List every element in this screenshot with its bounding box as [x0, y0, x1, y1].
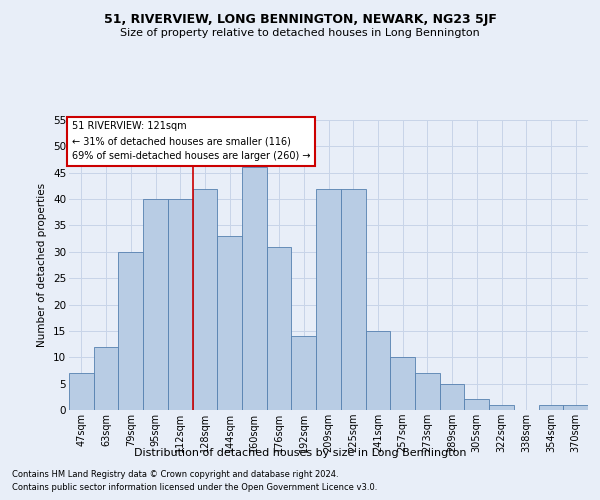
Bar [563, 404, 588, 410]
Bar [69, 373, 94, 410]
Y-axis label: Number of detached properties: Number of detached properties [37, 183, 47, 347]
Bar [415, 373, 440, 410]
Text: 51, RIVERVIEW, LONG BENNINGTON, NEWARK, NG23 5JF: 51, RIVERVIEW, LONG BENNINGTON, NEWARK, … [104, 12, 496, 26]
Bar [193, 188, 217, 410]
Bar [464, 400, 489, 410]
Text: 51 RIVERVIEW: 121sqm
← 31% of detached houses are smaller (116)
69% of semi-deta: 51 RIVERVIEW: 121sqm ← 31% of detached h… [71, 122, 310, 161]
Text: Contains public sector information licensed under the Open Government Licence v3: Contains public sector information licen… [12, 484, 377, 492]
Bar [118, 252, 143, 410]
Bar [539, 404, 563, 410]
Bar [316, 188, 341, 410]
Text: Size of property relative to detached houses in Long Bennington: Size of property relative to detached ho… [120, 28, 480, 38]
Bar [143, 199, 168, 410]
Bar [390, 358, 415, 410]
Bar [292, 336, 316, 410]
Bar [440, 384, 464, 410]
Bar [267, 246, 292, 410]
Bar [341, 188, 365, 410]
Bar [94, 346, 118, 410]
Bar [242, 168, 267, 410]
Bar [489, 404, 514, 410]
Text: Distribution of detached houses by size in Long Bennington: Distribution of detached houses by size … [134, 448, 466, 458]
Bar [168, 199, 193, 410]
Text: Contains HM Land Registry data © Crown copyright and database right 2024.: Contains HM Land Registry data © Crown c… [12, 470, 338, 479]
Bar [365, 331, 390, 410]
Bar [217, 236, 242, 410]
